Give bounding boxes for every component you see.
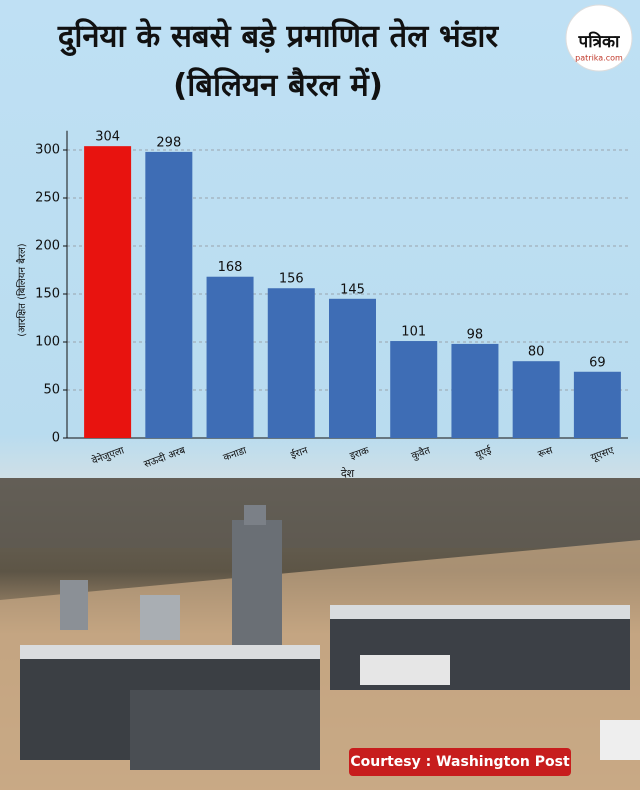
data-label: 156 — [279, 272, 304, 287]
data-label: 80 — [528, 345, 545, 360]
bar — [145, 151, 193, 439]
y-tick-label: 0 — [52, 431, 60, 446]
bar — [267, 288, 315, 438]
x-axis-title: देश — [341, 467, 355, 480]
bar — [84, 146, 132, 438]
logo-badge — [565, 4, 633, 72]
y-tick-label: 150 — [35, 287, 60, 302]
y-tick-label: 250 — [35, 191, 60, 206]
background-photo — [0, 478, 640, 790]
data-label: 69 — [589, 355, 606, 370]
data-label: 304 — [95, 130, 120, 145]
credit: Courtesy : Washington Post — [349, 748, 571, 776]
logo-url: patrika.com — [575, 54, 623, 63]
data-label: 145 — [340, 282, 365, 297]
y-tick-label: 200 — [35, 239, 60, 254]
bar — [206, 276, 254, 438]
bar — [329, 298, 376, 438]
bar — [451, 343, 499, 438]
chart-subtitle: (बिलियन बैरल में) — [173, 67, 383, 104]
logo-name: पत्रिका — [578, 31, 620, 52]
bar — [573, 371, 621, 438]
x-tick-label: ईरान — [289, 444, 310, 461]
credit-text: Courtesy : Washington Post — [350, 754, 570, 770]
credit-box — [349, 748, 571, 776]
y-tick-label: 300 — [35, 143, 60, 158]
data-label: 168 — [218, 260, 243, 275]
y-tick-label: 50 — [43, 383, 60, 398]
data-label: 98 — [467, 327, 484, 342]
bar — [512, 361, 560, 438]
x-tick-label: रूस — [537, 445, 555, 460]
x-tick-label: यूएई — [474, 444, 494, 461]
y-tick-label: 100 — [35, 335, 60, 350]
data-label: 101 — [401, 325, 426, 340]
data-label: 298 — [156, 135, 181, 150]
logo: पत्रिका patrika.com — [565, 4, 633, 72]
y-axis-title: (आरक्षित (बिलियन बैरल) — [16, 243, 28, 337]
chart-title: दुनिया के सबसे बड़े प्रमाणित तेल भंडार — [57, 18, 500, 57]
bar — [390, 341, 438, 438]
